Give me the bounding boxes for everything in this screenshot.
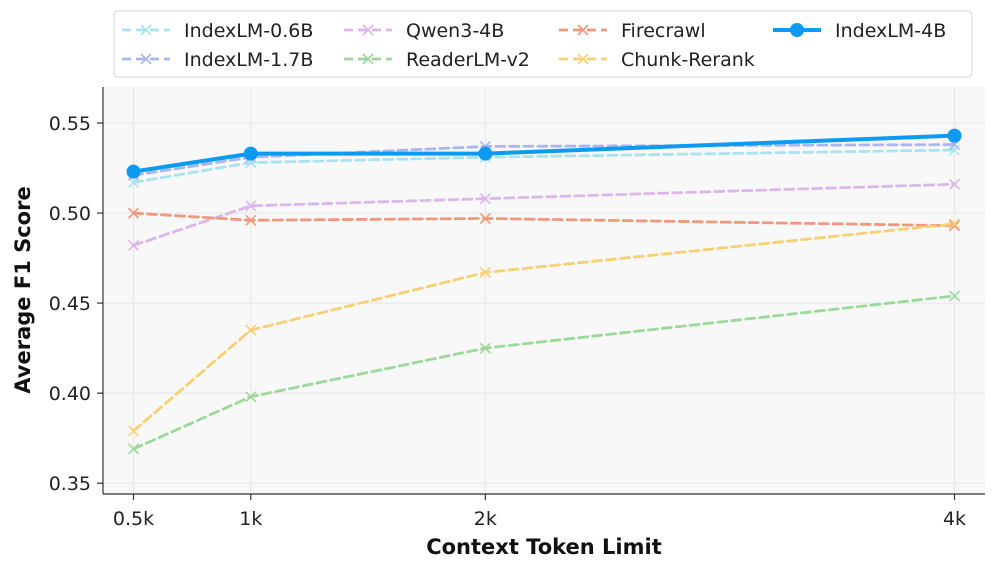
series-line-chunk-rerank (132, 222, 956, 433)
x-tick-label: 1k (239, 508, 262, 530)
axes (102, 87, 985, 495)
data-point (948, 290, 961, 302)
data-point (245, 214, 257, 226)
data-point (245, 200, 257, 212)
y-tick-label: 0.40 (49, 383, 91, 405)
legend-marker (140, 53, 152, 65)
data-point (245, 324, 257, 336)
legend-label: ReaderLM-v2 (406, 49, 530, 71)
legend-label: IndexLM-0.6B (184, 20, 313, 42)
series-line-readerlm-v2 (132, 294, 956, 451)
data-point (245, 391, 257, 403)
series-qwen3-4b (127, 178, 961, 252)
data-point (126, 164, 141, 179)
legend: IndexLM-0.6B IndexLM-1.7B Qwen3-4B ReaderLM… (113, 10, 973, 78)
data-point (127, 443, 140, 455)
series-layer (126, 128, 962, 455)
series-readerlm-v2 (127, 290, 961, 455)
plot-area (103, 87, 985, 494)
data-point (479, 342, 491, 354)
legend-frame (113, 10, 973, 78)
x-tick-label: 0.5k (113, 508, 154, 530)
legend-label: Chunk-Rerank (621, 49, 755, 71)
x-tick-label: 4k (943, 508, 966, 530)
series-indexlm-4b (126, 128, 962, 179)
series-line-qwen3-4b (132, 182, 956, 247)
legend-entry: IndexLM-1.7B (122, 49, 313, 71)
legend-entry: IndexLM-4B (773, 20, 946, 42)
series-line-indexlm-4b (131, 133, 957, 174)
legend-marker (577, 53, 589, 65)
x-axis-title: Context Token Limit (426, 535, 662, 559)
x-tick-label: 2k (474, 508, 497, 530)
legend-marker (140, 24, 152, 36)
legend-marker (790, 23, 804, 37)
data-point (127, 425, 140, 437)
legend-label: IndexLM-1.7B (184, 49, 313, 71)
legend-label: IndexLM-4B (835, 20, 946, 42)
legend-entry: Qwen3-4B (344, 20, 504, 42)
y-tick-label: 0.50 (49, 203, 91, 225)
legend-entry: ReaderLM-v2 (344, 49, 530, 71)
series-chunk-rerank (127, 218, 961, 437)
ticks: 0.35 0.40 0.45 0.50 0.55 0.5k 1k 2k 4k (49, 113, 966, 530)
legend-marker (362, 24, 374, 36)
data-point (127, 207, 140, 219)
data-point (243, 146, 258, 161)
data-point (479, 193, 491, 205)
data-point (948, 144, 961, 156)
data-point (948, 178, 961, 190)
series-line-indexlm-0-6b (132, 148, 956, 184)
legend-marker (362, 53, 374, 65)
data-point (127, 239, 140, 252)
y-tick-label: 0.55 (49, 113, 91, 135)
legend-marker (577, 24, 589, 36)
legend-label: Qwen3-4B (406, 20, 504, 42)
legend-entry: Firecrawl (559, 20, 706, 42)
y-tick-label: 0.45 (49, 293, 91, 315)
legend-entry: IndexLM-0.6B (122, 20, 313, 42)
data-point (948, 218, 961, 230)
data-point (478, 146, 493, 161)
legend-entry: Chunk-Rerank (559, 49, 755, 71)
data-point (948, 220, 961, 232)
series-firecrawl (127, 207, 961, 232)
data-point (947, 128, 962, 143)
series-line-firecrawl (132, 211, 956, 228)
grid-lines (103, 87, 985, 494)
legend-label: Firecrawl (621, 20, 706, 42)
data-point (479, 212, 491, 225)
data-point (479, 266, 491, 279)
y-axis-title: Average F1 Score (11, 186, 35, 393)
y-tick-label: 0.35 (49, 473, 91, 495)
